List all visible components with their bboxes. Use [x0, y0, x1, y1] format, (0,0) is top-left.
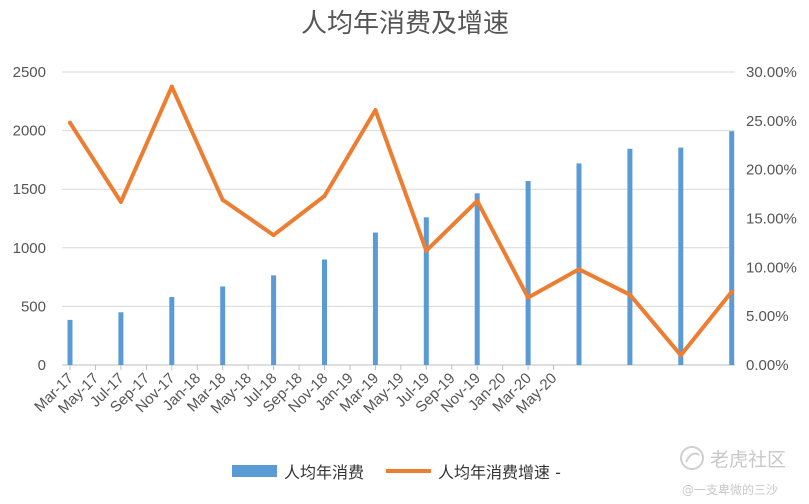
- gridlines: [62, 71, 735, 366]
- y-right-tick-label: 15.00%: [746, 211, 797, 228]
- line-point: [678, 353, 683, 358]
- line-point: [68, 120, 72, 125]
- bar: [576, 163, 582, 365]
- line-point: [373, 108, 378, 113]
- line-point: [271, 233, 276, 238]
- legend-label-line: 人均年消费增速 -: [438, 463, 561, 482]
- line-point: [424, 248, 429, 253]
- watermark-user: @一支卑微的三沙: [682, 482, 778, 497]
- bar: [678, 147, 684, 365]
- chart-title: 人均年消费及增速: [301, 9, 509, 39]
- watermark-brand: 老虎社区: [710, 449, 786, 471]
- bar: [474, 193, 480, 365]
- line-point: [118, 199, 123, 204]
- y-right-tick-label: 25.00%: [746, 113, 797, 130]
- growth-line: [68, 84, 734, 358]
- line-series: [68, 84, 734, 358]
- bar: [220, 286, 226, 365]
- watermark: 老虎社区 @一支卑微的三沙: [680, 446, 786, 497]
- legend: 人均年消费 人均年消费增速 -: [232, 463, 561, 482]
- line-point: [526, 295, 531, 300]
- line-point: [475, 198, 480, 203]
- y-right-tick-label: 0.00%: [746, 357, 789, 374]
- watermark-logo-icon: [680, 446, 704, 470]
- legend-swatch-bar: [232, 465, 277, 477]
- line-point: [577, 267, 581, 272]
- y-left-tick-label: 500: [21, 298, 46, 315]
- bar-series: [67, 131, 735, 365]
- bar: [729, 131, 735, 365]
- line-point: [322, 194, 327, 199]
- y-left-tick-label: 1500: [13, 181, 46, 198]
- y-right-tick-label: 5.00%: [746, 308, 789, 325]
- line-point: [627, 292, 632, 297]
- y-left-tick-label: 2000: [13, 123, 46, 140]
- line-point: [220, 197, 225, 202]
- bar: [271, 275, 277, 365]
- y-left-tick-label: 2500: [13, 64, 46, 81]
- bar: [423, 217, 429, 365]
- bar: [322, 259, 327, 365]
- bar: [118, 312, 124, 365]
- line-point: [169, 84, 174, 89]
- y-left-tick-label: 1000: [13, 240, 46, 257]
- bar: [627, 148, 633, 365]
- line-point: [729, 289, 734, 294]
- y-right-tick-label: 20.00%: [746, 162, 797, 179]
- bar: [67, 319, 73, 365]
- legend-label-bar: 人均年消费: [284, 463, 364, 482]
- y-left-tick-label: 0: [38, 357, 46, 374]
- y-right-tick-label: 30.00%: [746, 64, 797, 81]
- bar: [169, 297, 175, 365]
- bar: [372, 232, 378, 365]
- bar: [525, 180, 531, 365]
- y-right-tick-label: 10.00%: [746, 259, 797, 276]
